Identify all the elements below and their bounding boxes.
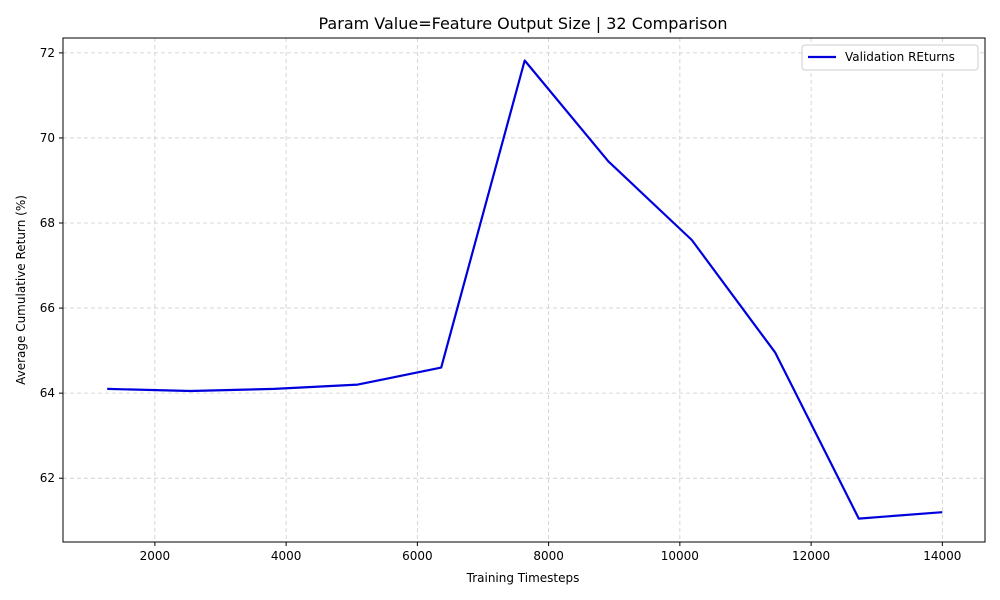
x-tick-label: 8000	[533, 549, 564, 563]
x-tick-label: 14000	[923, 549, 961, 563]
plot-area-frame	[62, 37, 986, 543]
series-layer	[107, 59, 943, 520]
y-tick-label: 68	[40, 216, 55, 230]
x-tick-label: 2000	[140, 549, 171, 563]
grid-lines	[63, 38, 985, 542]
axis-ticks: 2000 4000 6000 8000 10000 12000 14000 62 64 66 68 7…	[40, 46, 962, 563]
y-tick-label: 72	[40, 46, 55, 60]
y-tick-label: 66	[40, 301, 55, 315]
chart-title: Param Value=Feature Output Size | 32 Com…	[319, 14, 728, 33]
legend-box	[801, 44, 979, 71]
x-axis-label: Training Timesteps	[466, 571, 580, 585]
x-tick-label: 6000	[402, 549, 433, 563]
x-tick-label: 12000	[792, 549, 830, 563]
legend-label: Validation REturns	[845, 50, 955, 64]
legend: Validation REturns	[801, 44, 979, 71]
x-tick-label: 10000	[661, 549, 699, 563]
series-line	[107, 59, 943, 520]
y-tick-label: 62	[40, 471, 55, 485]
y-axis-label: Average Cumulative Return (%)	[14, 195, 28, 385]
y-tick-label: 70	[40, 131, 55, 145]
y-tick-label: 64	[40, 386, 55, 400]
x-tick-label: 4000	[271, 549, 302, 563]
